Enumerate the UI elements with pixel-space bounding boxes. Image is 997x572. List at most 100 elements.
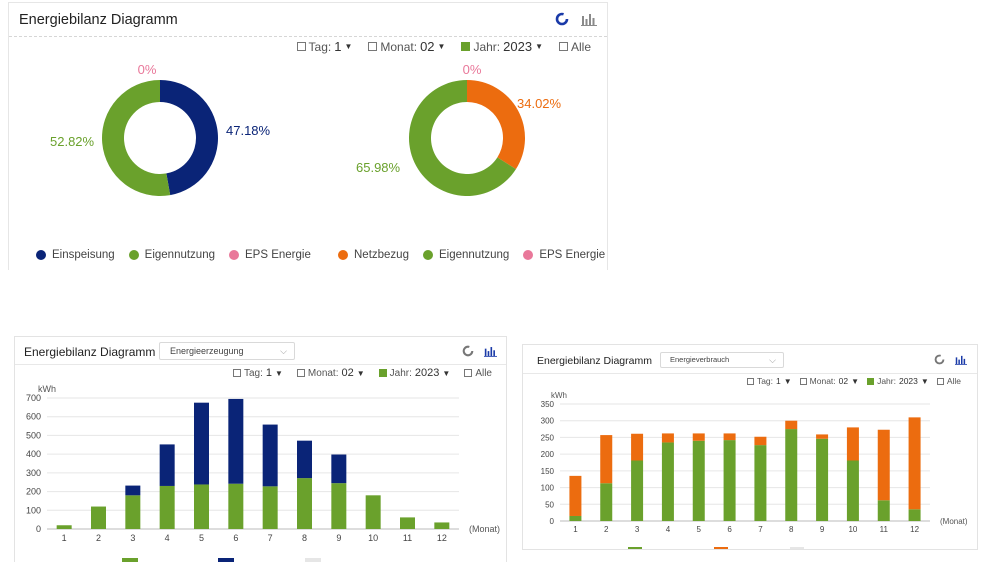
legend-item-eps[interactable]: EPS Energie: [229, 249, 311, 261]
bar-segment[interactable]: [194, 402, 209, 485]
bar-segment[interactable]: [400, 517, 415, 529]
bar-segment[interactable]: [91, 506, 106, 529]
alle-filter[interactable]: Alle: [936, 376, 961, 386]
donut-chart-icon[interactable]: [934, 354, 945, 365]
bar-segment[interactable]: [600, 483, 613, 521]
bar-segment[interactable]: [816, 434, 829, 439]
bar-segment[interactable]: [262, 424, 278, 487]
bar-segment[interactable]: [600, 435, 613, 484]
monat-select[interactable]: 02: [341, 367, 354, 379]
caret-down-icon[interactable]: ▼: [783, 376, 792, 386]
bar-segment[interactable]: [434, 522, 450, 529]
monat-select[interactable]: 02: [420, 39, 435, 54]
bar-segment[interactable]: [569, 475, 582, 516]
bar-segment[interactable]: [365, 495, 381, 529]
legend-swatch[interactable]: [122, 558, 138, 562]
bar-chart-icon[interactable]: [484, 346, 497, 357]
alle-checkbox[interactable]: [558, 42, 568, 51]
caret-down-icon[interactable]: ▼: [344, 42, 353, 51]
monat-checkbox[interactable]: [296, 369, 305, 377]
monat-checkbox[interactable]: [799, 377, 807, 385]
alle-checkbox[interactable]: [936, 377, 944, 385]
tag-checkbox[interactable]: [296, 42, 306, 51]
alle-checkbox[interactable]: [464, 369, 473, 377]
bar-segment[interactable]: [631, 460, 644, 521]
bar-segment[interactable]: [754, 445, 767, 521]
energy-type-select[interactable]: Energieerzeugung ⌵: [159, 342, 295, 360]
bar-segment[interactable]: [785, 420, 798, 430]
caret-down-icon[interactable]: ▼: [275, 368, 283, 378]
tag-filter[interactable]: Tag: 1 ▼: [296, 39, 353, 54]
monat-filter[interactable]: Monat: 02 ▼: [368, 39, 445, 54]
bar-segment[interactable]: [846, 427, 859, 461]
jahr-select[interactable]: 2023: [898, 376, 918, 386]
energy-type-select[interactable]: Energieverbrauch ⌵: [660, 352, 784, 368]
bar-segment[interactable]: [125, 485, 141, 496]
jahr-filter[interactable]: Jahr: 2023 ▼: [378, 367, 450, 379]
bar-segment[interactable]: [723, 440, 736, 521]
jahr-select[interactable]: 2023: [503, 39, 533, 54]
tag-filter[interactable]: Tag: 1 ▼: [232, 367, 283, 379]
bar-segment[interactable]: [877, 429, 890, 501]
donut-slice-eigennutzung[interactable]: [101, 80, 171, 197]
tag-filter[interactable]: Tag: 1 ▼: [746, 376, 792, 386]
legend-swatch[interactable]: [628, 547, 642, 549]
legend-swatch[interactable]: [218, 558, 234, 562]
donut-slice-einspeisung[interactable]: [160, 80, 218, 196]
legend-swatch[interactable]: [714, 547, 728, 549]
legend-item-eigennutzung[interactable]: Eigennutzung: [422, 249, 509, 261]
caret-down-icon[interactable]: ▼: [437, 42, 446, 51]
donut-chart-icon[interactable]: [462, 345, 474, 357]
caret-down-icon[interactable]: ▼: [851, 376, 860, 386]
bar-segment[interactable]: [262, 486, 278, 529]
bar-segment[interactable]: [159, 485, 175, 529]
bar-segment[interactable]: [331, 483, 347, 529]
legend-item-eigennutzung[interactable]: Eigennutzung: [128, 249, 215, 261]
bar-segment[interactable]: [228, 483, 244, 529]
bar-segment[interactable]: [785, 429, 798, 521]
monat-checkbox[interactable]: [368, 42, 378, 51]
bar-segment[interactable]: [692, 440, 705, 521]
bar-segment[interactable]: [692, 433, 705, 441]
monat-filter[interactable]: Monat: 02 ▼: [799, 376, 860, 386]
bar-segment[interactable]: [661, 433, 674, 443]
tag-select[interactable]: 1: [776, 376, 781, 386]
legend-item-netzbezug[interactable]: Netzbezug: [338, 249, 409, 261]
bar-chart-icon[interactable]: [581, 13, 597, 26]
bar-segment[interactable]: [228, 398, 244, 484]
bar-segment[interactable]: [754, 436, 767, 446]
bar-segment[interactable]: [816, 438, 829, 521]
jahr-filter[interactable]: Jahr: 2023 ▼: [867, 376, 929, 386]
tag-checkbox[interactable]: [746, 377, 754, 385]
bar-segment[interactable]: [569, 515, 582, 521]
bar-segment[interactable]: [846, 460, 859, 521]
caret-down-icon[interactable]: ▼: [920, 376, 929, 386]
bar-segment[interactable]: [297, 440, 312, 479]
bar-segment[interactable]: [723, 433, 736, 441]
bar-segment[interactable]: [877, 500, 890, 521]
monat-filter[interactable]: Monat: 02 ▼: [296, 367, 365, 379]
tag-select[interactable]: 1: [334, 39, 342, 54]
tag-checkbox[interactable]: [232, 369, 241, 377]
bar-segment[interactable]: [159, 444, 175, 486]
bar-segment[interactable]: [661, 442, 674, 521]
bar-segment[interactable]: [125, 495, 141, 529]
alle-filter[interactable]: Alle: [464, 368, 492, 379]
jahr-select[interactable]: 2023: [414, 367, 440, 379]
monat-select[interactable]: 02: [838, 376, 849, 386]
jahr-checkbox[interactable]: [378, 369, 387, 377]
legend-swatch[interactable]: [790, 547, 804, 549]
jahr-filter[interactable]: Jahr: 2023 ▼: [461, 39, 543, 54]
caret-down-icon[interactable]: ▼: [535, 42, 543, 51]
legend-item-eps[interactable]: EPS Energie: [523, 249, 605, 261]
bar-segment[interactable]: [297, 478, 312, 529]
alle-filter[interactable]: Alle: [558, 40, 591, 54]
bar-chart-icon[interactable]: [955, 355, 967, 365]
legend-item-einspeisung[interactable]: Einspeisung: [36, 249, 115, 261]
donut-slice-netzbezug[interactable]: [467, 80, 525, 170]
jahr-checkbox[interactable]: [461, 42, 471, 51]
donut-chart-icon[interactable]: [555, 12, 569, 26]
jahr-checkbox[interactable]: [867, 377, 875, 385]
legend-swatch[interactable]: [305, 558, 321, 562]
bar-segment[interactable]: [631, 433, 644, 461]
